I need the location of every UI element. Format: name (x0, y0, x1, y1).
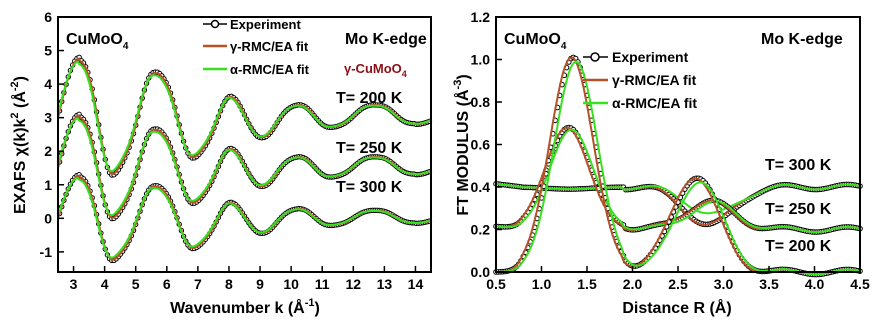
left-x-tick-label: 6 (163, 276, 171, 292)
left-y-tick-label: 5 (44, 43, 52, 59)
alpha-fit-line (57, 60, 432, 173)
right-temp-200: T= 200 K (765, 238, 832, 255)
right-legend-marks (583, 52, 608, 105)
right-temp-250: T= 250 K (765, 201, 832, 218)
right-y-axis-label: FT MODULUS (Å-3) (452, 74, 472, 215)
legend-experiment: Experiment (230, 17, 301, 32)
left-compound-label: CuMoO4 (66, 31, 129, 52)
left-plot-frame (57, 16, 432, 273)
exafs-curves (56, 54, 433, 264)
right-x-tick-label: 0.5 (486, 276, 506, 292)
left-x-axis-label: Wavenumber k (Å-1) (170, 297, 320, 317)
left-x-tick-label: 3 (70, 276, 78, 292)
legend-experiment-marker (210, 19, 220, 29)
left-temp-300: T= 300 K (336, 179, 403, 196)
alpha-fit-line (495, 128, 861, 233)
left-x-tick-label: 4 (101, 276, 109, 292)
right-x-tick-label: 2.5 (668, 276, 688, 292)
right-y-tick-label: 1.0 (471, 52, 491, 68)
right-x-tick-label: 3.5 (759, 276, 779, 292)
left-x-tick-label: 14 (408, 276, 424, 292)
left-y-tick-label: -1 (40, 244, 53, 260)
legend-gamma-fit: γ-RMC/EA fit (230, 39, 309, 54)
left-y-tick-label: 2 (44, 143, 52, 159)
right-y-tick-label: 0.0 (471, 264, 491, 280)
exafs-series-250K (56, 111, 433, 222)
right-legend-experiment: Experiment (612, 49, 689, 65)
left-edge-label: Mo K-edge (345, 31, 427, 48)
left-temp-200: T= 200 K (336, 90, 403, 107)
left-x-tick-label: 8 (225, 276, 233, 292)
right-y-tick-label: 1.2 (471, 9, 491, 25)
left-legend-marks (203, 19, 227, 71)
ft-series-200K (493, 181, 863, 228)
left-x-tick-label: 11 (315, 276, 330, 292)
exafs-series-300K (56, 172, 433, 264)
left-y-axis-label: EXAFS χ(k)k2 (Å-2) (9, 76, 29, 214)
left-x-tick-label: 12 (346, 276, 362, 292)
alpha-fit-line (57, 176, 432, 259)
right-legend-alpha-fit: α-RMC/EA fit (612, 95, 697, 111)
exafs-series-200K (56, 54, 433, 178)
left-y-tick-label: 6 (44, 9, 52, 25)
right-y-tick-label: 0.4 (471, 179, 491, 195)
right-y-tick-label: 0.8 (471, 94, 491, 110)
legend-alpha-fit: α-RMC/EA fit (230, 62, 310, 77)
left-y-tick-label: 3 (44, 110, 52, 126)
right-panel: 0.5 1.0 1.5 2.0 2.5 3.0 3.5 4.0 4.5 0.0 0.2 0.4 0.6 0… (452, 9, 870, 317)
right-temp-300: T= 300 K (765, 157, 832, 174)
right-x-tick-label: 1.0 (532, 276, 552, 292)
right-tick-labels: 0.5 1.0 1.5 2.0 2.5 3.0 3.5 4.0 4.5 0.0 0.2 0.4 0.6 0… (471, 9, 870, 292)
left-y-tick-label: 4 (44, 76, 52, 92)
left-x-tick-label: 13 (377, 276, 393, 292)
right-y-tick-label: 0.2 (471, 222, 491, 238)
left-x-tick-label: 10 (283, 276, 299, 292)
right-edge-label: Mo K-edge (761, 31, 843, 48)
right-x-tick-label: 3.0 (714, 276, 734, 292)
legend-experiment-marker (590, 52, 600, 62)
left-temp-250: T= 250 K (336, 140, 403, 157)
right-x-tick-label: 4.5 (850, 276, 870, 292)
left-y-tick-label: 1 (44, 177, 52, 193)
left-x-tick-label: 7 (194, 276, 202, 292)
left-x-tick-label: 5 (132, 276, 140, 292)
right-x-axis-label: Distance R (Å) (622, 298, 731, 317)
right-x-tick-label: 2.0 (623, 276, 643, 292)
right-x-tick-label: 4.0 (805, 276, 825, 292)
right-x-tick-label: 1.5 (577, 276, 597, 292)
left-x-tick-label: 9 (256, 276, 264, 292)
right-legend-gamma-fit: γ-RMC/EA fit (612, 72, 697, 88)
phase-label: γ-CuMoO4 (344, 61, 407, 79)
left-y-tick-label: 0 (44, 210, 52, 226)
right-compound-label: CuMoO4 (504, 31, 567, 52)
right-y-tick-label: 0.6 (471, 137, 491, 153)
alpha-fit-line (57, 116, 432, 217)
